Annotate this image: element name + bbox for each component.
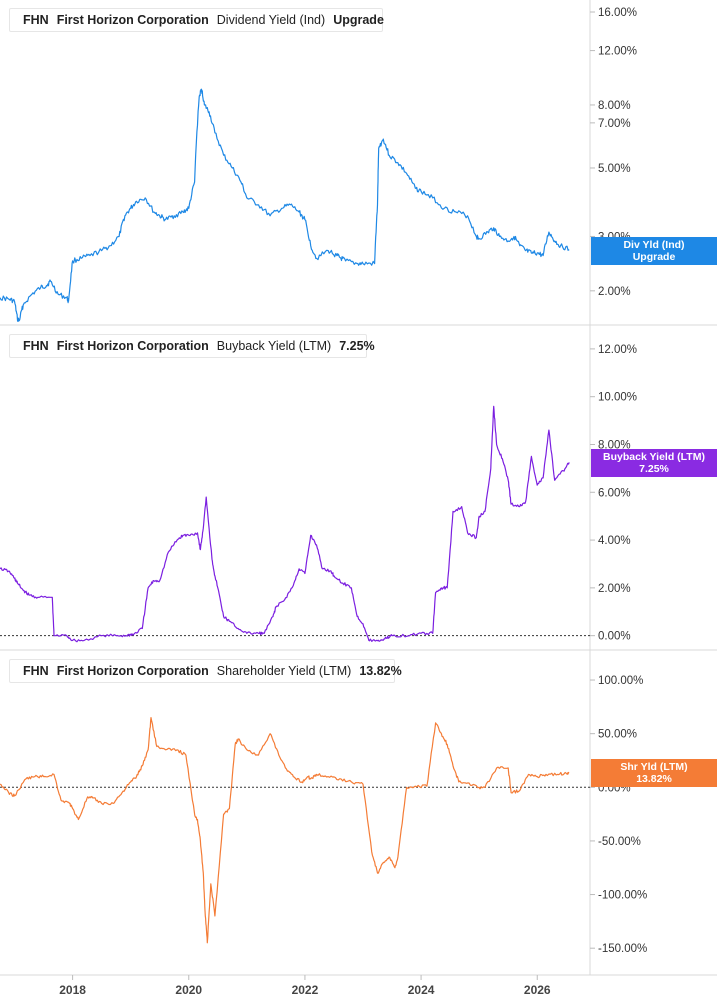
legend-metric: Buyback Yield (LTM) [216,339,332,353]
y-tick-label: 7.00% [598,118,631,130]
y-tick-label: 8.00% [598,439,631,451]
badge-label: Div Yld (Ind) [623,239,685,251]
y-tick-label: -100.00% [598,890,647,902]
x-tick-label: 2022 [292,983,319,997]
x-tick-label: 2020 [175,983,202,997]
y-tick-label: 4.00% [598,535,631,547]
y-tick-label: 100.00% [598,675,643,687]
buyback-yield-legend: FHN First Horizon Corporation Buyback Yi… [9,334,375,358]
legend-current-value: 13.82% [359,664,402,678]
legend-company: First Horizon Corporation [56,664,209,678]
badge-value: Upgrade [632,251,676,263]
badge-label: Buyback Yield (LTM) [603,451,705,463]
y-tick-label: 50.00% [598,729,637,741]
shareholder-yield-value-badge: Shr Yld (LTM) 13.82% [591,759,717,787]
y-tick-label: 5.00% [598,163,631,175]
y-tick-label: 12.00% [598,46,637,58]
badge-value: 13.82% [636,773,672,785]
y-tick-label: 2.00% [598,583,631,595]
x-tick-label: 2018 [59,983,86,997]
x-tick-label: 2024 [408,983,435,997]
legend-current-value: Upgrade [333,13,384,27]
y-tick-label: -150.00% [598,943,647,955]
dividend-yield-legend: FHN First Horizon Corporation Dividend Y… [9,8,384,32]
legend-company: First Horizon Corporation [56,339,209,353]
legend-current-value: 7.25% [339,339,375,353]
y-tick-label: 8.00% [598,100,631,112]
y-tick-label: 6.00% [598,487,631,499]
badge-value: 7.25% [639,463,669,475]
buyback-yield-value-badge: Buyback Yield (LTM) 7.25% [591,449,717,477]
y-tick-label: -50.00% [598,836,641,848]
y-tick-label: 16.00% [598,7,637,19]
legend-company: First Horizon Corporation [56,13,209,27]
y-tick-label: 0.00% [598,631,631,643]
legend-ticker: FHN [23,664,49,678]
series-line-1 [0,88,570,322]
legend-metric: Dividend Yield (Ind) [216,13,326,27]
legend-metric: Shareholder Yield (LTM) [216,664,352,678]
y-tick-label: 10.00% [598,392,637,404]
series-line-3 [0,717,570,944]
series-line-2 [0,405,570,643]
legend-ticker: FHN [23,339,49,353]
dividend-yield-value-badge: Div Yld (Ind) Upgrade [591,237,717,265]
legend-ticker: FHN [23,13,49,27]
x-tick-label: 2026 [524,983,551,997]
shareholder-yield-legend: FHN First Horizon Corporation Shareholde… [9,659,402,683]
y-tick-label: 2.00% [598,286,631,298]
y-tick-label: 12.00% [598,344,637,356]
badge-label: Shr Yld (LTM) [620,761,688,773]
